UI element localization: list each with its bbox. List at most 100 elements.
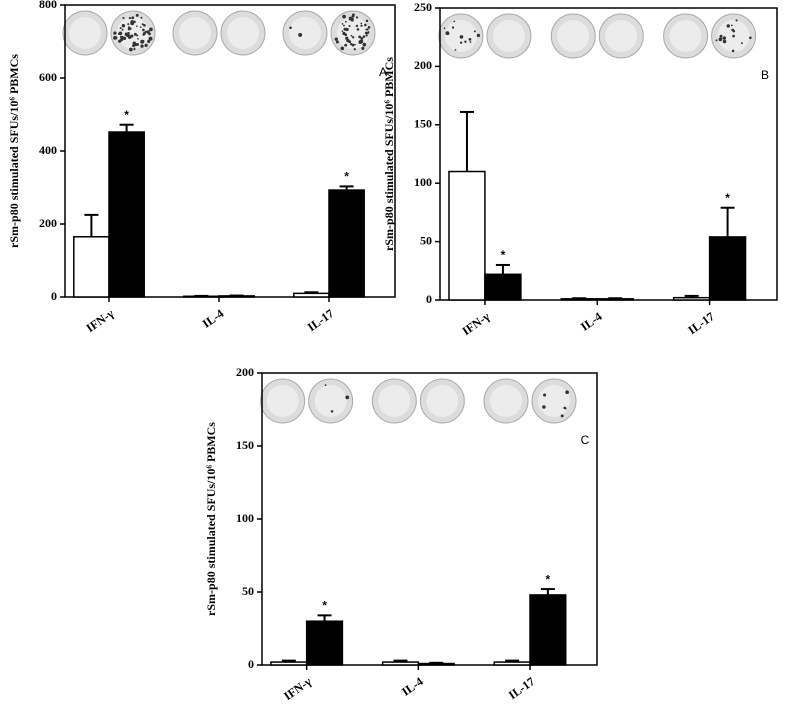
spot — [330, 410, 334, 413]
significance-marker: * — [124, 108, 129, 122]
well-inner — [605, 20, 638, 52]
spot — [121, 24, 126, 28]
spot — [345, 20, 347, 23]
well-inner — [492, 20, 525, 52]
spot — [451, 26, 455, 29]
x-tick-label: IL-17 — [305, 306, 337, 334]
x-tick-label: IFN-γ — [459, 309, 492, 338]
spot — [349, 42, 353, 46]
spot — [340, 46, 345, 51]
spot — [468, 37, 472, 41]
spot — [354, 43, 356, 46]
spot — [360, 37, 364, 40]
spot — [335, 40, 339, 44]
spot — [454, 48, 457, 51]
spot — [122, 16, 125, 20]
spot — [476, 33, 481, 38]
spot — [142, 28, 145, 32]
spot — [289, 26, 292, 30]
well-inner — [538, 385, 570, 417]
spot — [360, 24, 363, 27]
spot — [148, 36, 153, 41]
y-tick-label: 600 — [39, 70, 57, 84]
bar — [183, 295, 220, 298]
y-tick-label: 150 — [236, 438, 254, 452]
spot — [135, 13, 139, 17]
spot — [133, 48, 136, 51]
spot — [147, 40, 151, 43]
spot — [473, 30, 476, 33]
x-tick-label: IFN-γ — [281, 674, 314, 703]
spot — [351, 36, 355, 39]
spot — [140, 16, 143, 19]
x-tick-label: IL-4 — [399, 674, 426, 698]
well-inner — [669, 20, 702, 52]
spot — [133, 32, 137, 36]
spot — [719, 34, 723, 38]
spot — [350, 34, 353, 37]
spot — [142, 31, 146, 36]
spot — [132, 41, 137, 46]
spot — [149, 27, 153, 32]
spot — [127, 27, 131, 31]
y-tick-label: 0 — [51, 289, 57, 303]
spot — [343, 27, 347, 31]
spot — [342, 14, 346, 19]
y-tick-label: 0 — [248, 657, 254, 671]
bar — [448, 170, 486, 301]
bar — [328, 189, 365, 298]
spot — [131, 16, 135, 20]
significance-marker: * — [725, 191, 730, 205]
bar — [672, 296, 711, 301]
spot — [362, 42, 367, 47]
y-tick-label: 400 — [39, 143, 57, 157]
spot — [542, 405, 546, 409]
y-tick-label: 200 — [39, 216, 57, 230]
panel-label: C — [581, 433, 590, 447]
y-tick-label: 50 — [420, 233, 432, 247]
y-tick-label: 0 — [426, 292, 432, 306]
spot — [731, 49, 735, 53]
spot — [127, 23, 130, 26]
bar — [560, 298, 599, 301]
spot — [324, 384, 327, 387]
spot — [443, 27, 446, 30]
spot — [731, 24, 733, 27]
y-tick-label: 800 — [39, 0, 57, 11]
x-tick-label: IL-17 — [685, 309, 717, 337]
spot — [360, 22, 363, 25]
spot — [722, 36, 727, 40]
spot — [341, 30, 344, 32]
spot — [128, 17, 131, 20]
spot — [732, 34, 735, 38]
spot — [367, 26, 371, 29]
spot — [298, 32, 303, 37]
panel: C 0 50 100 150 200 rSm-p80 stimulated SFUs/10⁶… — [204, 365, 598, 703]
spot — [344, 33, 348, 37]
x-tick-label: IL-17 — [506, 674, 538, 702]
y-tick-label: 200 — [236, 365, 254, 379]
spot — [564, 407, 567, 410]
y-tick-label: 200 — [414, 58, 432, 72]
spot — [341, 22, 344, 25]
x-tick-label: IL-4 — [578, 309, 605, 333]
panel-label: B — [761, 68, 769, 82]
spot — [129, 47, 133, 52]
spot — [355, 16, 359, 19]
spot — [365, 34, 368, 37]
spot — [130, 34, 134, 38]
significance-marker: * — [344, 170, 349, 184]
bar — [484, 273, 522, 301]
spot — [348, 24, 351, 28]
spot — [126, 32, 130, 35]
spot — [361, 46, 365, 50]
y-tick-label: 250 — [414, 0, 432, 14]
spot — [137, 38, 139, 40]
y-axis-label: rSm-p80 stimulated SFUs/10⁶ PBMCs — [204, 422, 218, 616]
well-inner — [69, 17, 101, 49]
spot — [139, 26, 142, 28]
bar — [108, 131, 145, 298]
spot — [464, 40, 467, 43]
spot — [722, 39, 727, 44]
